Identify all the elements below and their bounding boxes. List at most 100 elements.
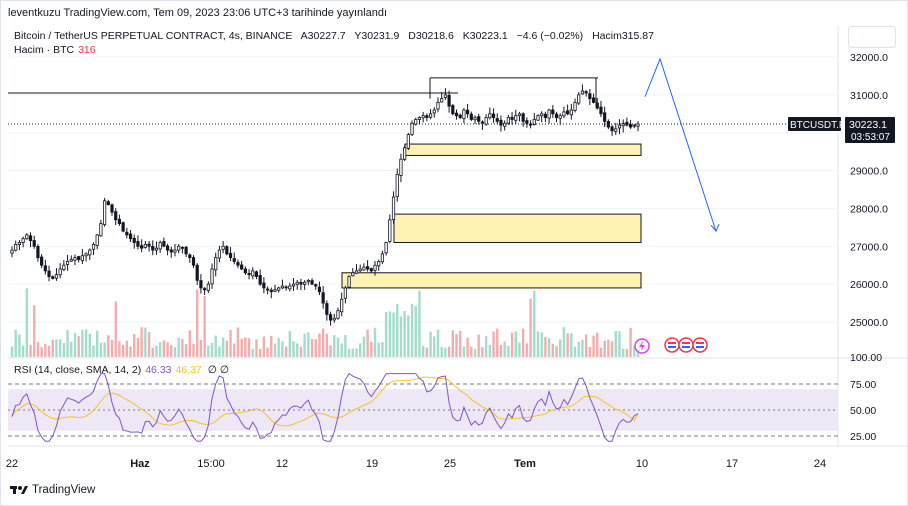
candle-body (577, 94, 581, 104)
volume-bar (418, 290, 421, 357)
candle-body (273, 289, 277, 292)
volume-bar (429, 331, 432, 357)
candle-body (410, 122, 414, 136)
volume-bar (51, 339, 54, 357)
volume-bar (288, 331, 292, 357)
volume-bar (114, 301, 117, 357)
candle-body (484, 117, 488, 125)
volume-bar (321, 328, 325, 357)
volume-bar (173, 347, 177, 357)
candle-body (299, 282, 303, 285)
candle-body (562, 111, 566, 117)
tradingview-logo-icon (10, 486, 28, 494)
candle-body (617, 124, 622, 129)
volume-bar (136, 338, 140, 357)
candle-body (169, 249, 173, 253)
volume-bar (29, 344, 32, 357)
volume-bar (325, 333, 329, 357)
candle-body (584, 91, 588, 94)
volume-bar (229, 329, 232, 357)
candle-body (521, 113, 525, 122)
volume-bar (151, 347, 154, 357)
volume-legend[interactable]: Hacim · BTC 316 (14, 44, 96, 56)
candle-body (443, 94, 447, 98)
flag-stripe (696, 346, 704, 348)
candle-body (43, 265, 47, 272)
rsi-value: 46.33 (145, 364, 172, 376)
candle-body (188, 254, 192, 259)
y-tick-label: 31000.0 (850, 90, 888, 102)
candle-body (358, 268, 362, 272)
candle-body (491, 113, 496, 118)
volume-bar (199, 339, 203, 357)
volume-bar (303, 333, 306, 357)
volume-bar (21, 345, 25, 357)
demand-zone (404, 143, 642, 156)
volume-bar (292, 341, 295, 357)
volume-value: 316 (78, 44, 96, 56)
candle-body (614, 128, 618, 132)
volume-bar (47, 346, 51, 357)
candle-body (73, 257, 77, 261)
flag-event-icon (664, 337, 680, 353)
candle-body (406, 134, 410, 149)
candle-body (380, 253, 385, 263)
volume-bar (84, 329, 88, 357)
volume-bar (540, 332, 543, 357)
candle-body (362, 266, 366, 271)
x-tick-label: 15:00 (197, 458, 225, 470)
candle-body (295, 281, 299, 285)
volume-bar (207, 345, 210, 357)
candle-body (303, 281, 307, 285)
volume-bar (392, 312, 395, 357)
candle-body (269, 289, 273, 293)
volume-bar (10, 346, 14, 357)
symbol-legend: Bitcoin / TetherUS PERPETUAL CONTRACT, 4… (14, 30, 660, 42)
volume-bar (284, 346, 288, 357)
candle-body (321, 292, 325, 304)
candle-body (551, 109, 555, 115)
symbol-tag-text: BTCUSDT.P (790, 120, 846, 131)
candle-body (610, 126, 614, 132)
candle-body (421, 115, 425, 119)
volume-bar (258, 348, 262, 357)
rsi-extra: ∅ ∅ (207, 364, 229, 376)
candle-body (54, 274, 59, 279)
candle-body (114, 211, 118, 221)
candle-body (195, 264, 199, 281)
volume-bar (36, 341, 40, 357)
volume-bar (477, 334, 480, 357)
candle-body (58, 268, 62, 276)
chart-settings-box[interactable] (848, 26, 896, 48)
candle-body (154, 247, 159, 251)
candle-body (10, 249, 14, 254)
candle-body (536, 115, 540, 121)
volume-bar (514, 331, 517, 357)
volume-bar (381, 342, 384, 357)
candle-body (403, 147, 407, 160)
candle-body (425, 115, 429, 118)
volume-bar (462, 346, 466, 357)
volume-bar (95, 330, 99, 357)
volume-bar (133, 334, 136, 357)
candle-body (240, 264, 244, 270)
candle-body (547, 109, 551, 119)
rsi-legend[interactable]: RSI (14, close, SMA, 14, 2) 46.33 46.37 ∅ ∅ (14, 364, 229, 376)
candle-body (232, 258, 236, 262)
volume-bar (181, 338, 184, 357)
flag-stripe (668, 346, 676, 348)
candle-body (158, 242, 162, 250)
candle-body (277, 287, 281, 291)
candle-body (280, 285, 285, 289)
candle-body (499, 119, 503, 126)
symbol-title[interactable]: Bitcoin / TetherUS PERPETUAL CONTRACT, 4… (14, 30, 293, 42)
x-tick-label: 25 (444, 458, 456, 470)
candle-body (262, 282, 266, 289)
candle-body (40, 256, 44, 266)
candle-body (573, 102, 577, 111)
volume-bar (377, 342, 380, 357)
candle-body (32, 240, 36, 247)
x-tick-label: Haz (130, 458, 150, 470)
y-tick-label: 29000.0 (850, 166, 888, 178)
candle-body (17, 242, 22, 245)
